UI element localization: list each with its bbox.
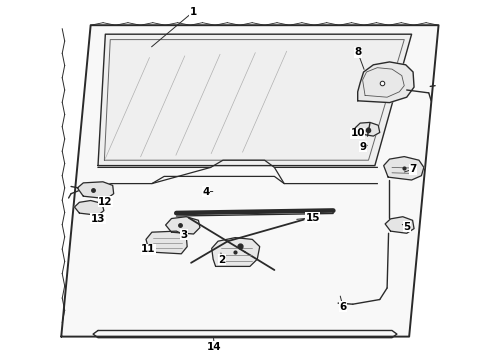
Polygon shape [355, 122, 380, 136]
Text: 5: 5 [403, 222, 410, 232]
Polygon shape [212, 238, 260, 266]
Polygon shape [77, 182, 114, 199]
Text: 3: 3 [180, 230, 187, 240]
Text: 6: 6 [340, 302, 346, 312]
Text: 9: 9 [359, 141, 366, 152]
Text: 15: 15 [305, 213, 320, 223]
Text: 1: 1 [190, 6, 197, 17]
Polygon shape [358, 62, 414, 103]
Text: 13: 13 [91, 213, 105, 224]
Polygon shape [384, 157, 424, 180]
Text: 8: 8 [354, 47, 361, 57]
Text: 10: 10 [350, 128, 365, 138]
Text: 2: 2 [219, 255, 225, 265]
Polygon shape [166, 217, 200, 234]
Text: 7: 7 [409, 164, 417, 174]
Text: 11: 11 [141, 244, 156, 254]
Polygon shape [146, 231, 187, 254]
Text: 4: 4 [202, 186, 210, 197]
Polygon shape [385, 217, 414, 233]
Polygon shape [61, 25, 439, 337]
Polygon shape [98, 34, 412, 166]
Polygon shape [74, 201, 104, 215]
Text: 12: 12 [98, 197, 113, 207]
Text: 14: 14 [207, 342, 222, 352]
